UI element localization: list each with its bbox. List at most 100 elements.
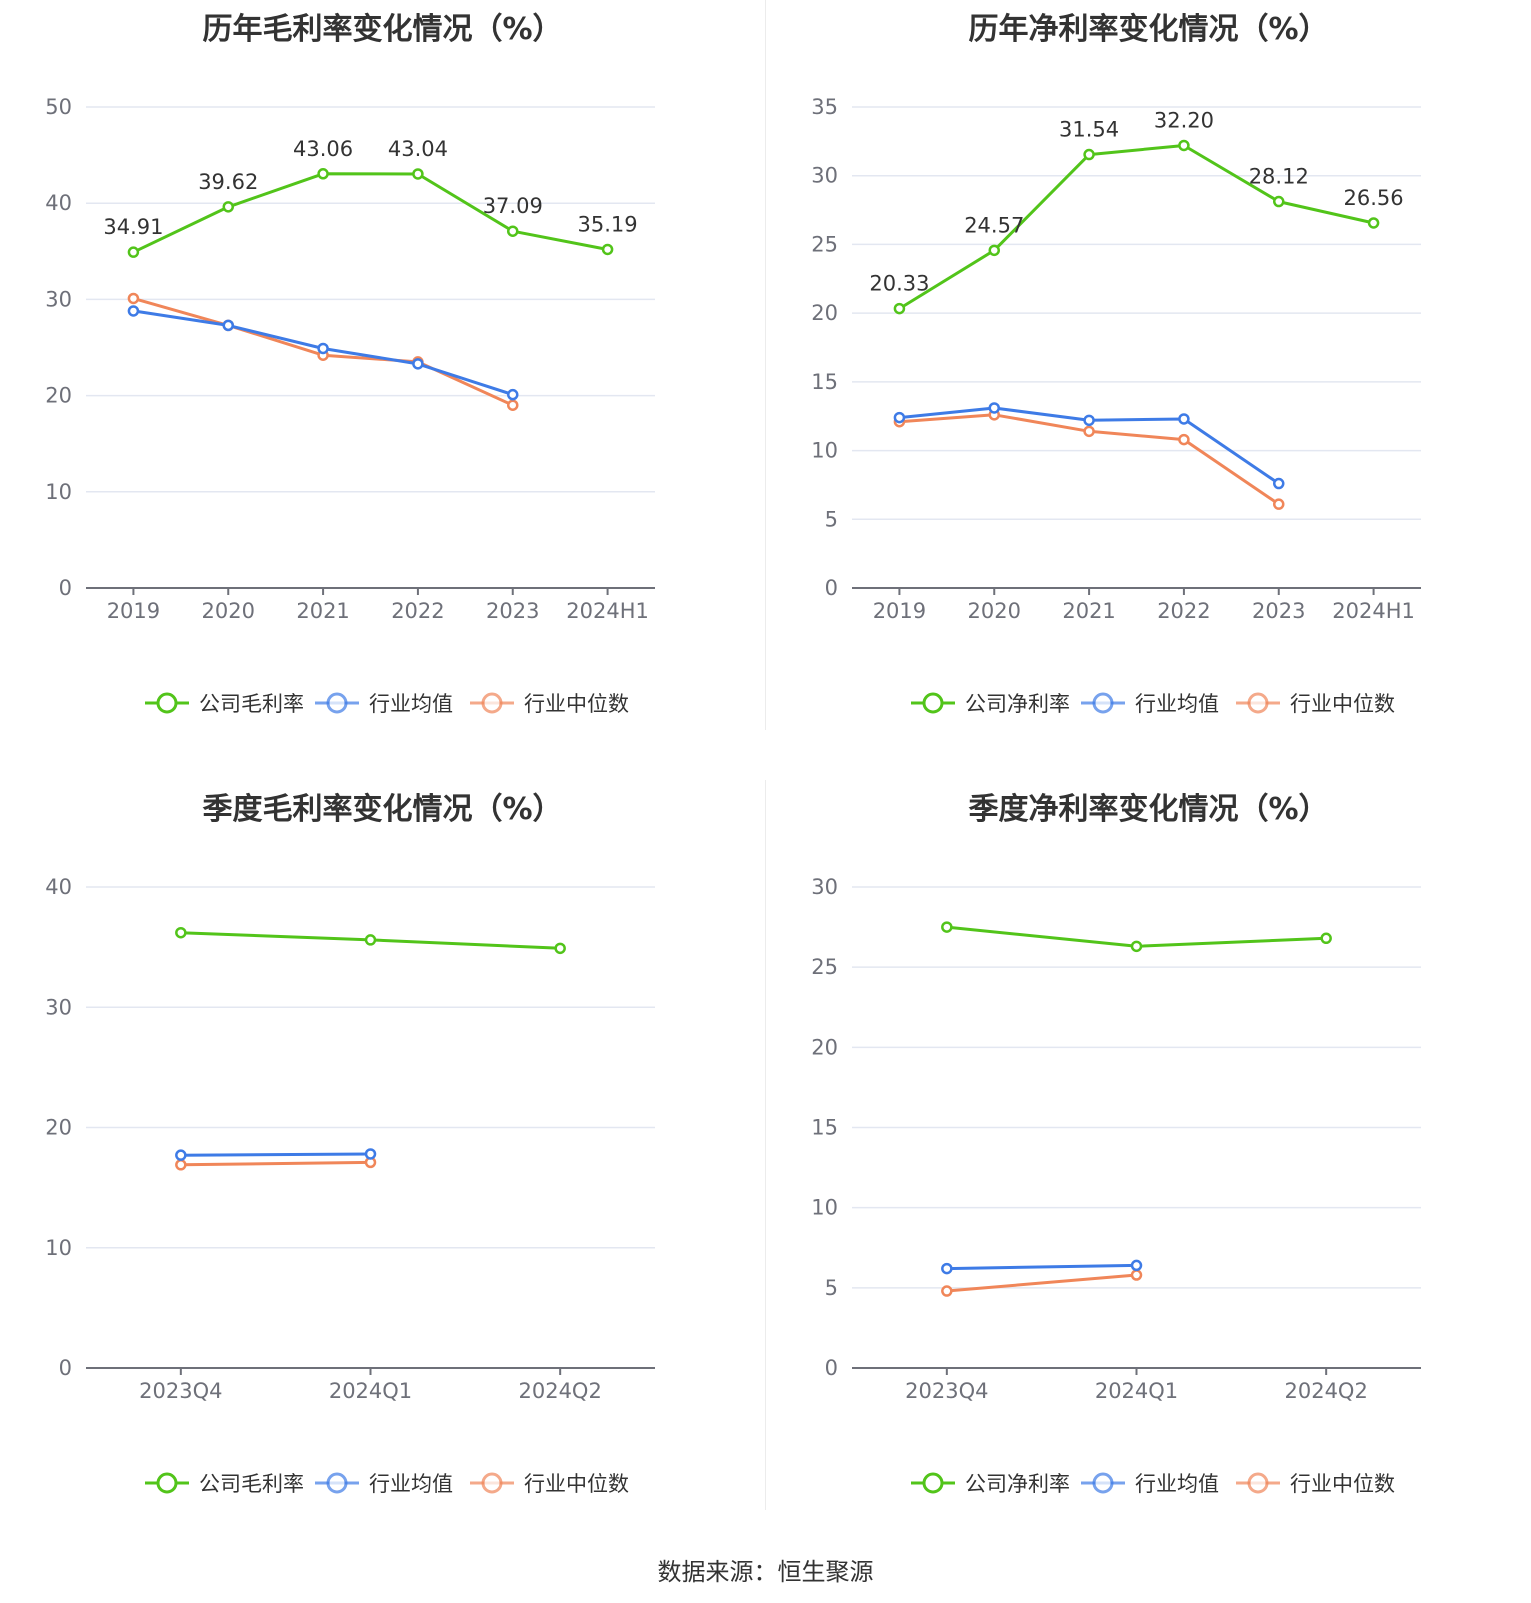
y-tick-label: 20 [811,301,838,325]
industry-avg-series-point[interactable] [1178,413,1190,425]
company-series-point[interactable] [941,921,953,933]
y-tick-label: 10 [811,1196,838,1220]
y-tick-label: 30 [811,164,838,188]
legend-item-industry-avg-series[interactable]: 行业均值 [1081,692,1219,716]
chart-title: 季度毛利率变化情况（%） [202,792,563,827]
industry-avg-series-point[interactable] [1273,477,1285,490]
chart-annual-net-margin: 历年净利率变化情况（%） 0 5 10 15 20 25 30 35 2019 2020 2021 2… [766,0,1531,780]
industry-avg-series-point[interactable] [222,319,234,332]
legend-label: 行业中位数 [1290,692,1395,716]
legend-item-company-series[interactable]: 公司净利率 [911,1472,1070,1496]
legend-marker-icon [156,692,178,714]
industry-median-series-point[interactable] [1178,433,1190,446]
legend-marker-icon [922,692,944,714]
company-series-point[interactable] [1320,932,1332,945]
industry-median-series-point[interactable] [1083,425,1095,438]
y-tick-label: 30 [45,287,72,311]
company-series-point[interactable] [364,934,377,946]
x-tick-label: 2022 [391,599,444,623]
y-tick-label: 5 [825,1276,838,1300]
legend-marker-icon [1092,1472,1114,1494]
y-tick-label: 5 [825,507,838,531]
x-tick-label: 2020 [202,599,255,623]
company-series-line [898,144,1374,310]
company-series-point[interactable] [1083,148,1095,161]
chart-svg: 0 5 10 15 20 25 30 35 2019 2020 2021 2022 2023 2024H1… [811,95,1421,716]
data-label: 31.54 [1059,118,1119,142]
company-series-point[interactable] [893,302,906,315]
legend-item-industry-median-series[interactable]: 行业中位数 [470,1472,629,1496]
legend-label: 公司毛利率 [199,1472,304,1496]
legend-label: 行业中位数 [524,692,629,716]
industry-avg-series-point[interactable] [175,1149,187,1161]
data-label: 34.91 [103,215,163,239]
company-series-point[interactable] [127,246,140,258]
legend-label: 行业均值 [369,692,453,716]
chart-quarterly-net-margin: 季度净利率变化情况（%） 0 5 10 15 20 25 30 2023Q4 2024Q1 202… [766,780,1531,1560]
legend-item-industry-avg-series[interactable]: 行业均值 [315,692,453,716]
x-tick-label: 2021 [296,599,349,623]
company-series-point[interactable] [1178,139,1190,152]
company-series-point[interactable] [554,942,566,955]
industry-median-series-point[interactable] [941,1285,953,1297]
company-series-point[interactable] [175,926,187,939]
panel-divider [765,0,766,730]
legend-label: 公司净利率 [965,1472,1070,1496]
industry-avg-series-point[interactable] [317,342,329,355]
industry-median-series-point[interactable] [1273,498,1285,510]
company-series-point[interactable] [412,168,424,180]
legend-marker-icon [1247,692,1269,714]
y-tick-label: 30 [45,995,72,1019]
company-series-point[interactable] [507,225,519,237]
company-series-point[interactable] [1130,940,1143,953]
legend-marker-icon [1092,692,1114,714]
legend-item-industry-avg-series[interactable]: 行业均值 [315,1472,453,1496]
y-tick-label: 0 [59,576,72,600]
legend-label: 公司净利率 [965,692,1070,716]
data-label: 24.57 [964,213,1024,237]
company-series-point[interactable] [1273,195,1285,208]
industry-avg-series-point[interactable] [941,1262,953,1275]
industry-avg-series-point[interactable] [127,305,140,317]
industry-avg-series-line [946,1263,1137,1271]
legend-item-industry-median-series[interactable]: 行业中位数 [1236,1472,1395,1496]
industry-avg-series-point[interactable] [893,411,906,424]
industry-avg-series-point[interactable] [507,388,519,401]
industry-median-series-point[interactable] [507,399,519,411]
legend-item-industry-median-series[interactable]: 行业中位数 [1236,692,1395,716]
company-series-point[interactable] [222,201,234,213]
industry-avg-series-point[interactable] [988,402,1000,414]
legend-item-company-series[interactable]: 公司毛利率 [145,692,304,716]
legend-item-company-series[interactable]: 公司净利率 [911,692,1070,716]
data-label: 43.04 [388,137,448,161]
company-series-point[interactable] [317,168,329,180]
company-series-line [132,172,608,254]
y-tick-label: 40 [45,191,72,215]
x-tick-label: 2024Q1 [1095,1379,1178,1403]
y-tick-label: 15 [811,370,838,394]
y-tick-label: 0 [59,1356,72,1380]
legend-marker-icon [326,692,348,714]
industry-avg-series-point[interactable] [412,358,424,370]
industry-avg-series-point[interactable] [364,1148,377,1160]
industry-avg-series-point[interactable] [1130,1259,1143,1272]
x-tick-label: 2019 [107,599,160,623]
industry-avg-series-point[interactable] [1083,414,1095,427]
legend-item-company-series[interactable]: 公司毛利率 [145,1472,304,1496]
industry-median-series-point[interactable] [1130,1269,1143,1281]
chart-svg: 0 10 20 30 40 2023Q4 2024Q1 2024Q2 公司毛利率 行业均值 行业中位… [45,875,655,1496]
y-tick-label: 10 [811,439,838,463]
company-series-point[interactable] [1367,217,1380,229]
x-tick-label: 2023Q4 [139,1379,222,1403]
chart-title: 季度净利率变化情况（%） [968,792,1329,827]
y-tick-label: 0 [825,576,838,600]
industry-median-series-point[interactable] [127,292,140,305]
industry-median-series-point[interactable] [175,1159,187,1171]
legend-item-industry-avg-series[interactable]: 行业均值 [1081,1472,1219,1496]
legend-marker-icon [326,1472,348,1494]
legend-item-industry-median-series[interactable]: 行业中位数 [470,692,629,716]
x-tick-label: 2019 [873,599,926,623]
company-series-point[interactable] [601,243,614,256]
company-series-point[interactable] [988,244,1000,257]
x-tick-label: 2023Q4 [905,1379,988,1403]
